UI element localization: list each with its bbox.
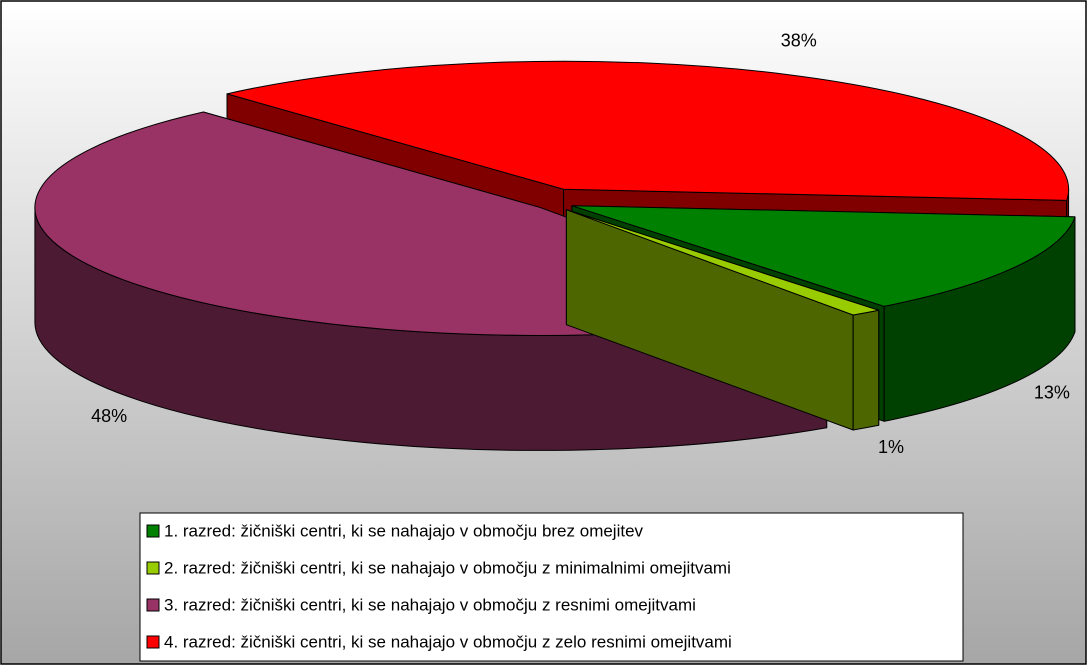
pie — [34, 60, 1076, 451]
slice — [571, 205, 1076, 307]
legend-label: 3. razred: žičniški centri, ki se nahaja… — [164, 595, 696, 614]
data-label: 48% — [91, 406, 127, 426]
data-labels: 38% 13% 48% 1% — [91, 31, 1070, 457]
legend-swatch — [146, 635, 160, 649]
legend: 1. razred: žičniški centri, ki se nahaja… — [146, 521, 732, 651]
slice-wall — [852, 309, 880, 431]
slice — [226, 60, 1070, 201]
data-label: 1% — [878, 437, 904, 457]
data-label: 38% — [781, 31, 817, 51]
legend-label: 4. razred: žičniški centri, ki se nahaja… — [164, 632, 732, 651]
legend-swatch — [146, 598, 160, 612]
legend-swatch — [146, 561, 160, 575]
legend-swatch — [146, 524, 160, 538]
legend-box — [139, 512, 964, 662]
data-label: 13% — [1034, 383, 1070, 403]
legend-label: 1. razred: žičniški centri, ki se nahaja… — [164, 521, 644, 540]
legend-label: 2. razred: žičniški centri, ki se nahaja… — [164, 558, 731, 577]
slice — [565, 209, 880, 316]
